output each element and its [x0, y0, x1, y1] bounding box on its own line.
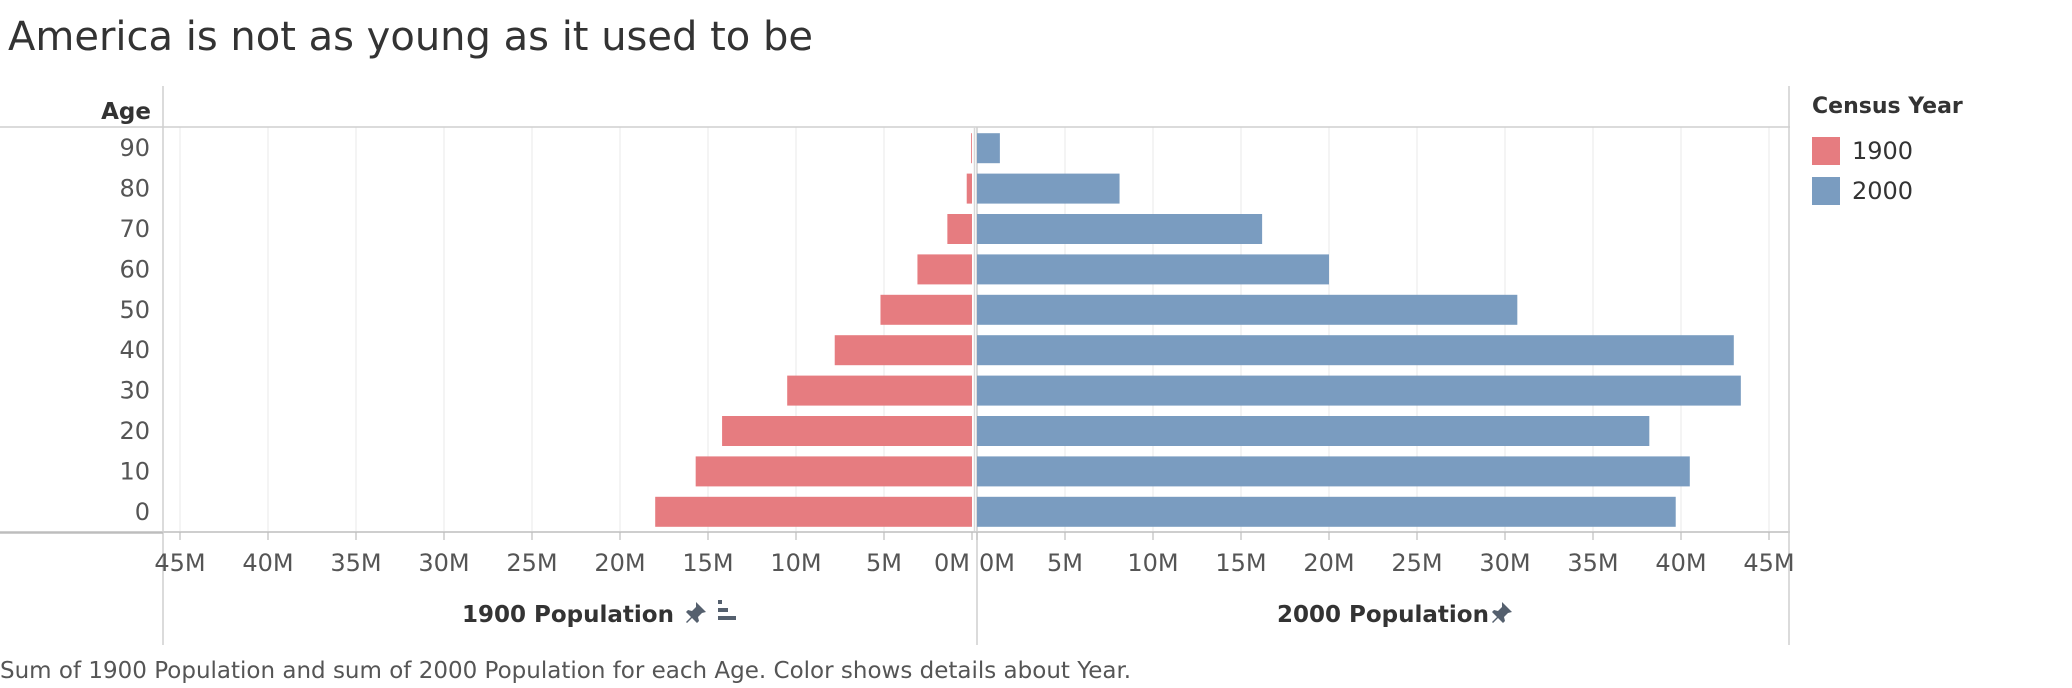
- age-label: 50: [119, 296, 150, 324]
- legend-title: Census Year: [1812, 94, 1963, 119]
- legend-label-1900: 1900: [1852, 137, 1914, 165]
- bar-1900-age-30: [787, 375, 972, 406]
- bar-1900-age-70: [947, 214, 972, 244]
- bar-1900-age-90: [971, 133, 972, 164]
- legend-label-2000: 2000: [1852, 177, 1914, 205]
- bar-2000-age-80: [977, 173, 1120, 204]
- chart-caption: Sum of 1900 Population and sum of 2000 P…: [0, 658, 1132, 684]
- legend-item-1900[interactable]: 1900: [1812, 131, 1963, 171]
- bar-2000-age-20: [977, 416, 1650, 446]
- bar-2000-age-0: [977, 496, 1676, 527]
- bar-2000-age-40: [977, 335, 1734, 366]
- bar-1900-age-20: [722, 416, 972, 446]
- tick-label-2000: 45M: [1743, 549, 1794, 577]
- tick-label-1900: 25M: [506, 549, 557, 577]
- tick-label-1900: 20M: [594, 549, 645, 577]
- tick-label-2000: 15M: [1215, 549, 1266, 577]
- bar-2000-age-70: [977, 214, 1263, 244]
- bar-2000-age-30: [977, 375, 1741, 406]
- age-label: 40: [119, 336, 150, 364]
- bar-2000-age-50: [977, 294, 1518, 325]
- age-label: 80: [119, 175, 150, 203]
- pin-icon[interactable]: [1492, 602, 1512, 623]
- legend-swatch-1900: [1812, 137, 1840, 165]
- tick-label-1900: 10M: [770, 549, 821, 577]
- tick-label-2000: 25M: [1391, 549, 1442, 577]
- tick-label-2000: 20M: [1303, 549, 1354, 577]
- sort-icon[interactable]: [718, 600, 736, 620]
- row-header-age: Age: [101, 99, 151, 125]
- chart-title: America is not as young as it used to be: [8, 14, 813, 60]
- axis-title-1900: 1900 Population: [462, 602, 674, 628]
- age-label: 60: [119, 255, 150, 283]
- tick-label-2000: 40M: [1655, 549, 1706, 577]
- axis-title-2000: 2000 Population: [1277, 602, 1489, 628]
- legend: Census Year 1900 2000: [1812, 94, 1963, 211]
- bar-1900-age-10: [695, 456, 972, 487]
- bar-1900-age-0: [655, 496, 972, 527]
- tick-label-2000: 10M: [1127, 549, 1178, 577]
- tick-label-1900: 0M: [934, 549, 970, 577]
- age-label: 70: [119, 215, 150, 243]
- bar-1900-age-60: [917, 254, 972, 285]
- axis-ticks: 0M 0M 5M 5M 10M 10M 15M 15M 20M 20M 25M 25M 30M 30M 35…: [154, 532, 1795, 577]
- bar-1900-age-40: [834, 335, 972, 366]
- age-label: 0: [135, 498, 150, 526]
- age-label: 20: [119, 417, 150, 445]
- tick-label-1900: 15M: [682, 549, 733, 577]
- tick-label-2000: 30M: [1479, 549, 1530, 577]
- legend-swatch-2000: [1812, 177, 1840, 205]
- tick-label-2000: 35M: [1567, 549, 1618, 577]
- age-label: 90: [119, 134, 150, 162]
- age-label: 10: [119, 457, 150, 485]
- bar-1900-age-50: [880, 294, 972, 325]
- bar-2000-age-90: [977, 133, 1000, 164]
- tick-label-2000: 0M: [979, 549, 1015, 577]
- tick-label-2000: 5M: [1047, 549, 1083, 577]
- tick-label-1900: 40M: [242, 549, 293, 577]
- bar-1900-age-80: [966, 173, 972, 204]
- pin-icon[interactable]: [686, 602, 706, 623]
- tick-label-1900: 30M: [418, 549, 469, 577]
- tick-label-1900: 5M: [866, 549, 902, 577]
- age-labels: 90 80 70 60 50 40 30 20 10 0: [119, 134, 150, 526]
- legend-item-2000[interactable]: 2000: [1812, 171, 1963, 211]
- tick-label-1900: 35M: [330, 549, 381, 577]
- tick-label-1900: 45M: [154, 549, 205, 577]
- chart-frame: [0, 86, 1790, 645]
- bars: [655, 127, 1741, 531]
- bar-2000-age-10: [977, 456, 1690, 487]
- population-pyramid-chart: Age 90 80 70 60 50 40 30 20 10 0 0M 0M 5M 5M 10M 10M 15…: [0, 86, 1795, 645]
- bar-2000-age-60: [977, 254, 1329, 285]
- age-label: 30: [119, 377, 150, 405]
